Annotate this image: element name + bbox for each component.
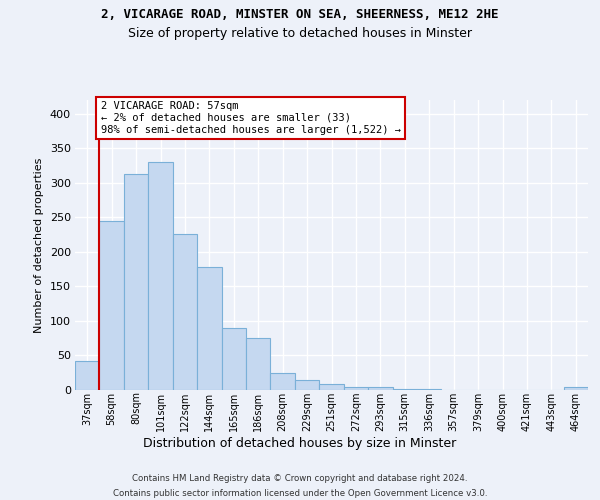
Text: Distribution of detached houses by size in Minster: Distribution of detached houses by size … [143,438,457,450]
Text: Contains public sector information licensed under the Open Government Licence v3: Contains public sector information licen… [113,489,487,498]
Bar [197,267,221,390]
Text: Contains HM Land Registry data © Crown copyright and database right 2024.: Contains HM Land Registry data © Crown c… [132,474,468,483]
Bar [246,338,271,390]
Bar [368,387,392,390]
Bar [319,384,344,390]
Bar [271,372,295,390]
Text: 2, VICARAGE ROAD, MINSTER ON SEA, SHEERNESS, ME12 2HE: 2, VICARAGE ROAD, MINSTER ON SEA, SHEERN… [101,8,499,20]
Text: Size of property relative to detached houses in Minster: Size of property relative to detached ho… [128,28,472,40]
Bar [173,234,197,390]
Bar [563,387,588,390]
Bar [221,328,246,390]
Bar [124,174,148,390]
Bar [295,380,319,390]
Bar [148,162,173,390]
Bar [344,386,368,390]
Bar [392,388,417,390]
Y-axis label: Number of detached properties: Number of detached properties [34,158,44,332]
Bar [75,361,100,390]
Text: 2 VICARAGE ROAD: 57sqm
← 2% of detached houses are smaller (33)
98% of semi-deta: 2 VICARAGE ROAD: 57sqm ← 2% of detached … [101,102,401,134]
Bar [100,221,124,390]
